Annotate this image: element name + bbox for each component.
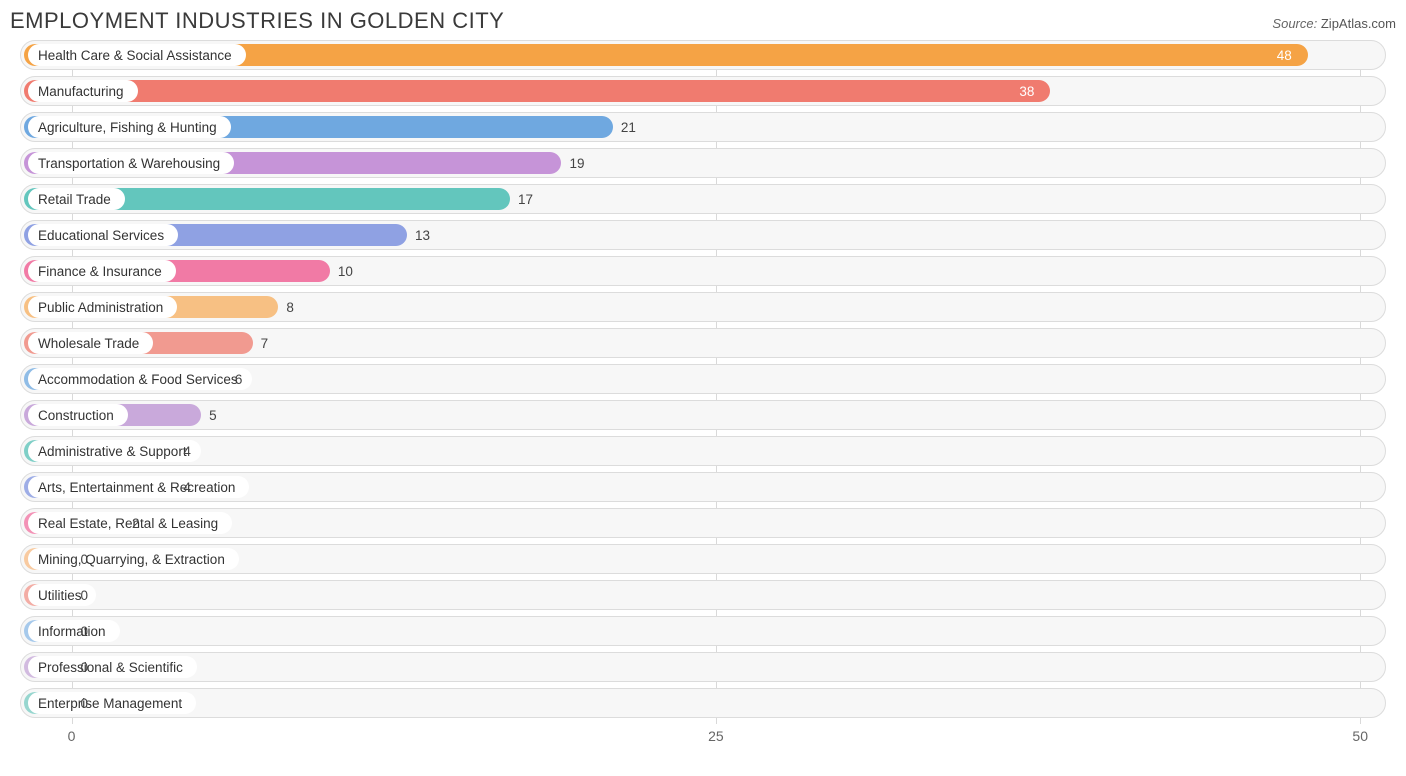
bar-label: Professional & Scientific bbox=[38, 660, 183, 675]
bar-row: Information0 bbox=[20, 616, 1386, 646]
bar-value: 4 bbox=[175, 437, 191, 465]
bar-row: Enterprise Management0 bbox=[20, 688, 1386, 718]
chart-header: EMPLOYMENT INDUSTRIES IN GOLDEN CITY Sou… bbox=[10, 8, 1396, 34]
chart-title: EMPLOYMENT INDUSTRIES IN GOLDEN CITY bbox=[10, 8, 504, 34]
bar-value: 0 bbox=[72, 617, 88, 645]
bar-label: Educational Services bbox=[38, 228, 164, 243]
bar-value: 0 bbox=[72, 581, 88, 609]
source-value: ZipAtlas.com bbox=[1321, 16, 1396, 31]
bar-value: 48 bbox=[21, 41, 1302, 69]
bar-label-pill: Mining, Quarrying, & Extraction bbox=[24, 548, 239, 570]
bar-label-pill: Educational Services bbox=[24, 224, 178, 246]
bar-value: 0 bbox=[72, 689, 88, 717]
source-label: Source: bbox=[1272, 16, 1317, 31]
bar-label-pill: Agriculture, Fishing & Hunting bbox=[24, 116, 231, 138]
bar-value: 21 bbox=[613, 113, 636, 141]
bar-label: Finance & Insurance bbox=[38, 264, 162, 279]
bar-label: Mining, Quarrying, & Extraction bbox=[38, 552, 225, 567]
bar-label-pill: Finance & Insurance bbox=[24, 260, 176, 282]
bar-value: 4 bbox=[175, 473, 191, 501]
bar-value: 7 bbox=[253, 329, 269, 357]
chart-plot: Health Care & Social Assistance48 Manufac… bbox=[20, 40, 1386, 752]
bar-label-pill: Enterprise Management bbox=[24, 692, 196, 714]
bar-label-pill: Transportation & Warehousing bbox=[24, 152, 234, 174]
x-tick-label: 0 bbox=[68, 728, 76, 744]
bar-label-pill: Accommodation & Food Services bbox=[24, 368, 252, 390]
bar-row: Finance & Insurance 10 bbox=[20, 256, 1386, 286]
bar-label-pill: Arts, Entertainment & Recreation bbox=[24, 476, 249, 498]
bar-label: Construction bbox=[38, 408, 114, 423]
bar-value: 0 bbox=[72, 545, 88, 573]
bar-value: 8 bbox=[278, 293, 294, 321]
bar-row: Agriculture, Fishing & Hunting 21 bbox=[20, 112, 1386, 142]
bar-label: Public Administration bbox=[38, 300, 163, 315]
bar-label: Administrative & Support bbox=[38, 444, 187, 459]
bar-label: Agriculture, Fishing & Hunting bbox=[38, 120, 217, 135]
bar-value: 19 bbox=[561, 149, 584, 177]
bar-value: 17 bbox=[510, 185, 533, 213]
bar-value: 0 bbox=[72, 653, 88, 681]
bar-row: Public Administration 8 bbox=[20, 292, 1386, 322]
bar-row: Retail Trade 17 bbox=[20, 184, 1386, 214]
bar-value: 38 bbox=[21, 77, 1044, 105]
bar-row: Manufacturing38 bbox=[20, 76, 1386, 106]
bar-value: 2 bbox=[124, 509, 140, 537]
bar-row: Arts, Entertainment & Recreation4 bbox=[20, 472, 1386, 502]
x-axis: 0 25 50 bbox=[20, 724, 1386, 752]
chart-area: Health Care & Social Assistance48 Manufac… bbox=[10, 40, 1396, 752]
bar-label-pill: Retail Trade bbox=[24, 188, 125, 210]
bar-row: Wholesale Trade 7 bbox=[20, 328, 1386, 358]
bar-row: Administrative & Support4 bbox=[20, 436, 1386, 466]
bar-value: 6 bbox=[227, 365, 243, 393]
bar-rows: Health Care & Social Assistance48 Manufac… bbox=[20, 40, 1386, 718]
bar-label: Transportation & Warehousing bbox=[38, 156, 220, 171]
bar-row: Real Estate, Rental & Leasing2 bbox=[20, 508, 1386, 538]
x-tick-label: 50 bbox=[1352, 728, 1368, 744]
bar-row: Transportation & Warehousing 19 bbox=[20, 148, 1386, 178]
bar-label: Enterprise Management bbox=[38, 696, 182, 711]
bar-row: Mining, Quarrying, & Extraction0 bbox=[20, 544, 1386, 574]
bar-label-pill: Construction bbox=[24, 404, 128, 426]
bar-label: Arts, Entertainment & Recreation bbox=[38, 480, 235, 495]
bar-row: Construction 5 bbox=[20, 400, 1386, 430]
x-tick-label: 25 bbox=[708, 728, 724, 744]
bar-label: Accommodation & Food Services bbox=[38, 372, 238, 387]
bar-label-pill: Administrative & Support bbox=[24, 440, 201, 462]
bar-label-pill: Public Administration bbox=[24, 296, 177, 318]
chart-source: Source: ZipAtlas.com bbox=[1272, 16, 1396, 31]
bar-label-pill: Wholesale Trade bbox=[24, 332, 153, 354]
bar-label: Wholesale Trade bbox=[38, 336, 139, 351]
bar-value: 13 bbox=[407, 221, 430, 249]
bar-row: Educational Services 13 bbox=[20, 220, 1386, 250]
bar-value: 10 bbox=[330, 257, 353, 285]
bar-value: 5 bbox=[201, 401, 217, 429]
bar-row: Professional & Scientific0 bbox=[20, 652, 1386, 682]
bar-row: Health Care & Social Assistance48 bbox=[20, 40, 1386, 70]
bar-label-pill: Professional & Scientific bbox=[24, 656, 197, 678]
bar-row: Utilities0 bbox=[20, 580, 1386, 610]
bar-label: Retail Trade bbox=[38, 192, 111, 207]
bar-row: Accommodation & Food Services6 bbox=[20, 364, 1386, 394]
